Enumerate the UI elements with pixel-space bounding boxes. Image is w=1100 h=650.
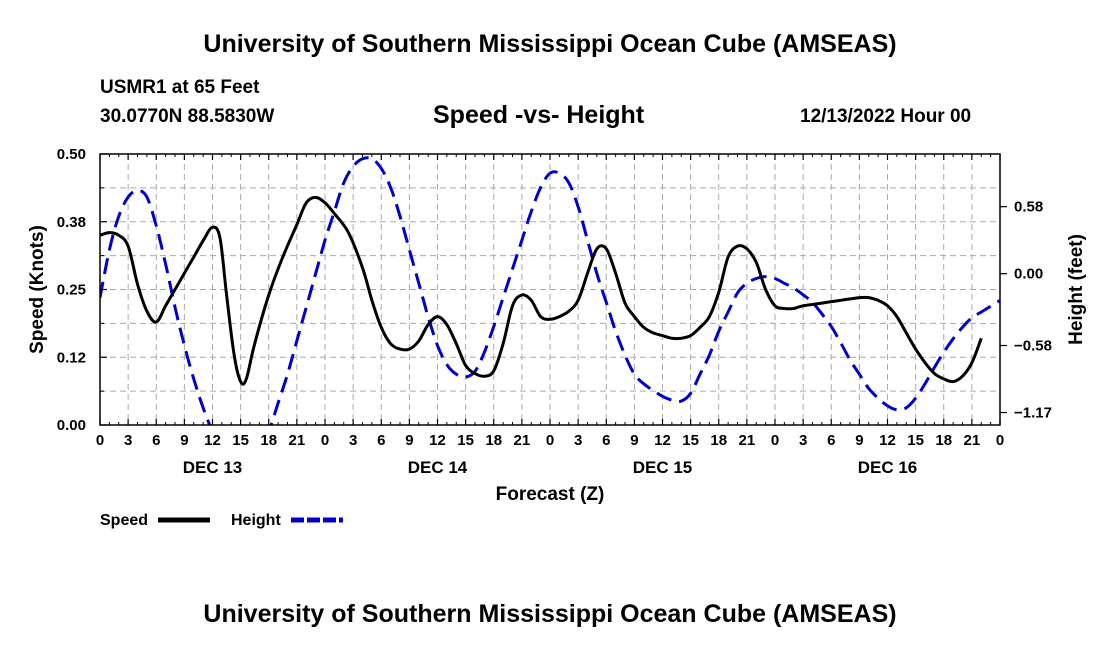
x-tick-label: 9 bbox=[180, 432, 188, 449]
y-axis-title: Speed (Knots) bbox=[27, 225, 48, 354]
x-tick-label: 12 bbox=[879, 432, 896, 449]
x-tick-label: 21 bbox=[514, 432, 531, 449]
x-tick-label: 0 bbox=[96, 432, 104, 449]
x-tick-label: 9 bbox=[630, 432, 638, 449]
chart-title-bottom: University of Southern Mississippi Ocean… bbox=[203, 600, 897, 628]
x-tick-label: 0 bbox=[996, 432, 1004, 449]
x-tick-label: 12 bbox=[204, 432, 221, 449]
x-tick-label: 21 bbox=[739, 432, 756, 449]
y2-tick-label: 0.00 bbox=[1014, 266, 1043, 283]
day-label: DEC 16 bbox=[858, 458, 918, 477]
y-tick-label: 0.38 bbox=[57, 214, 86, 231]
x-tick-label: 6 bbox=[377, 432, 385, 449]
chart-subtitle: Speed -vs- Height bbox=[433, 101, 645, 129]
x-tick-label: 9 bbox=[405, 432, 413, 449]
x-axis-title: Forecast (Z) bbox=[496, 484, 605, 505]
x-tick-label: 15 bbox=[682, 432, 699, 449]
x-tick-label: 21 bbox=[964, 432, 981, 449]
x-tick-label: 15 bbox=[232, 432, 249, 449]
chart-legend: Speed Height bbox=[100, 512, 343, 529]
day-label: DEC 14 bbox=[408, 458, 468, 477]
y2-tick-label: −1.17 bbox=[1014, 405, 1052, 422]
x-tick-label: 3 bbox=[349, 432, 357, 449]
chart-series bbox=[100, 156, 1000, 425]
x-tick-label: 0 bbox=[546, 432, 554, 449]
day-label: DEC 13 bbox=[183, 458, 243, 477]
x-tick-label: 15 bbox=[457, 432, 474, 449]
x-tick-label: 18 bbox=[935, 432, 952, 449]
station-label: USMR1 at 65 Feet bbox=[100, 77, 260, 98]
x-tick-label: 15 bbox=[907, 432, 924, 449]
y2-tick-label: −0.58 bbox=[1014, 338, 1052, 355]
legend-label-speed: Speed bbox=[100, 512, 148, 529]
chart-axes: 0 3 6 9 12 15 18 21 0 3 6 9 12 15 18 21 0 3 6 9 12 15 18 21 0 3 6 9… bbox=[27, 146, 1087, 505]
x-tick-label: 6 bbox=[827, 432, 835, 449]
forecast-timestamp: 12/13/2022 Hour 00 bbox=[800, 106, 972, 127]
y2-tick-label: 0.58 bbox=[1014, 199, 1043, 216]
x-tick-label: 3 bbox=[124, 432, 132, 449]
y-tick-label: 0.50 bbox=[57, 146, 86, 163]
series-line-height bbox=[100, 156, 1000, 425]
y-tick-label: 0.12 bbox=[57, 349, 86, 366]
y-tick-label: 0.25 bbox=[57, 282, 86, 299]
x-tick-label: 3 bbox=[574, 432, 582, 449]
legend-label-height: Height bbox=[231, 512, 281, 529]
series-line-speed bbox=[100, 195, 983, 386]
x-tick-label: 12 bbox=[429, 432, 446, 449]
y2-axis-title: Height (feet) bbox=[1066, 234, 1087, 345]
coordinates-label: 30.0770N 88.5830W bbox=[100, 106, 275, 127]
x-tick-label: 21 bbox=[289, 432, 306, 449]
chart-title-top: University of Southern Mississippi Ocean… bbox=[203, 30, 897, 58]
x-tick-label: 12 bbox=[654, 432, 671, 449]
day-label: DEC 15 bbox=[633, 458, 693, 477]
x-tick-label: 18 bbox=[485, 432, 502, 449]
y-tick-label: 0.00 bbox=[57, 417, 86, 434]
x-tick-label: 3 bbox=[799, 432, 807, 449]
x-tick-label: 18 bbox=[260, 432, 277, 449]
x-tick-label: 6 bbox=[152, 432, 160, 449]
x-tick-label: 0 bbox=[771, 432, 779, 449]
x-tick-label: 9 bbox=[855, 432, 863, 449]
x-tick-label: 18 bbox=[710, 432, 727, 449]
chart-grid bbox=[100, 154, 1000, 425]
x-tick-label: 6 bbox=[602, 432, 610, 449]
x-tick-label: 0 bbox=[321, 432, 329, 449]
